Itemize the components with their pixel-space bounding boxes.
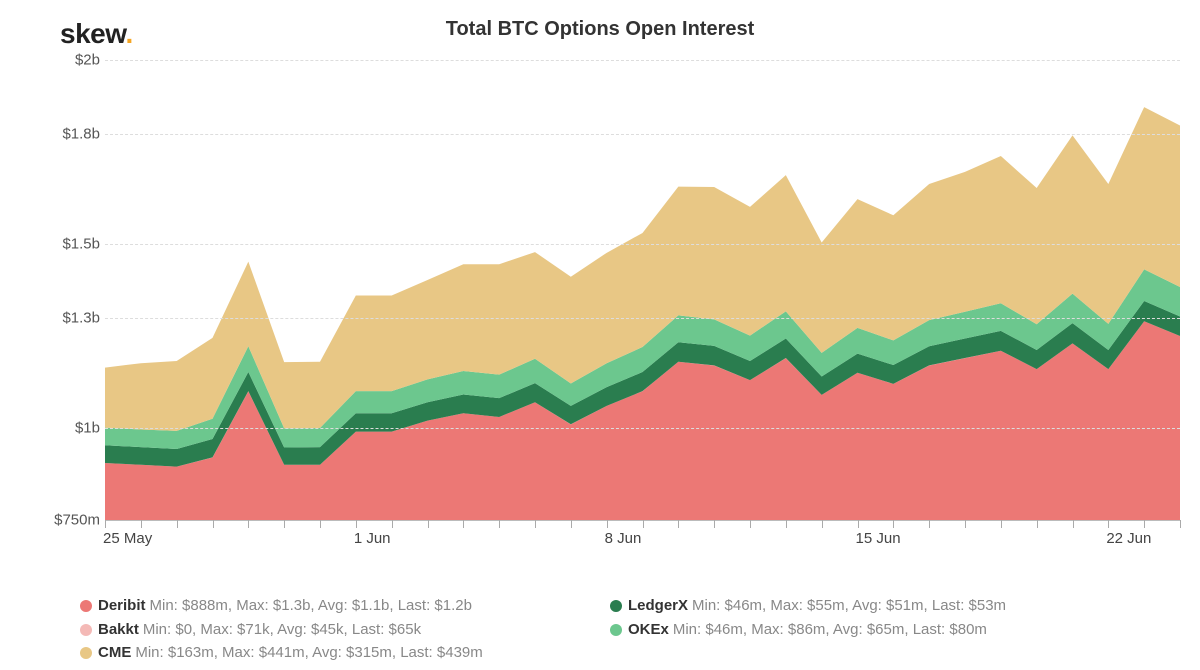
x-axis-label: 15 Jun (856, 530, 901, 547)
x-tick (428, 520, 429, 528)
x-tick (105, 520, 106, 528)
legend-name: Bakkt (98, 619, 139, 642)
x-tick (1001, 520, 1002, 528)
legend-swatch (610, 624, 622, 636)
x-tick (320, 520, 321, 528)
x-tick (141, 520, 142, 528)
x-tick (177, 520, 178, 528)
chart: 25 May 1 Jun 8 Jun 15 Jun 22 Jun $750m $1b $1.… (20, 50, 1180, 570)
x-tick (356, 520, 357, 528)
x-tick (678, 520, 679, 528)
x-axis-label: 22 Jun (1106, 530, 1151, 547)
legend-name: OKEx (628, 619, 669, 642)
legend-name: Deribit (98, 595, 146, 618)
legend-swatch (610, 600, 622, 612)
x-tick (213, 520, 214, 528)
x-tick (1108, 520, 1109, 528)
x-tick (786, 520, 787, 528)
grid-line (105, 134, 1180, 135)
legend-stats: Min: $46m, Max: $86m, Avg: $65m, Last: $… (673, 619, 987, 642)
legend-swatch (80, 624, 92, 636)
legend-column: DeribitMin: $888m, Max: $1.3b, Avg: $1.1… (80, 595, 610, 666)
legend-item: DeribitMin: $888m, Max: $1.3b, Avg: $1.1… (80, 595, 610, 618)
x-tick (750, 520, 751, 528)
grid-line (105, 244, 1180, 245)
y-axis-label: $1b (30, 420, 100, 437)
x-axis: 25 May 1 Jun 8 Jun 15 Jun 22 Jun (105, 520, 1180, 550)
legend-item: BakktMin: $0, Max: $71k, Avg: $45k, Last… (80, 619, 610, 642)
x-tick (822, 520, 823, 528)
legend-stats: Min: $0, Max: $71k, Avg: $45k, Last: $65… (143, 619, 421, 642)
x-tick (571, 520, 572, 528)
x-tick (893, 520, 894, 528)
grid-line (105, 318, 1180, 319)
legend-name: LedgerX (628, 595, 688, 618)
legend-stats: Min: $46m, Max: $55m, Avg: $51m, Last: $… (692, 595, 1006, 618)
x-tick (714, 520, 715, 528)
legend-stats: Min: $163m, Max: $441m, Avg: $315m, Last… (135, 642, 482, 665)
x-tick (1144, 520, 1145, 528)
grid-line (105, 428, 1180, 429)
x-tick (858, 520, 859, 528)
legend-swatch (80, 600, 92, 612)
x-axis-label: 25 May (103, 530, 152, 547)
legend-swatch (80, 647, 92, 659)
x-tick (463, 520, 464, 528)
y-axis-label: $1.5b (30, 236, 100, 253)
grid-line (105, 60, 1180, 61)
legend-stats: Min: $888m, Max: $1.3b, Avg: $1.1b, Last… (150, 595, 472, 618)
x-tick (499, 520, 500, 528)
y-axis-label: $750m (30, 512, 100, 529)
x-axis-label: 1 Jun (354, 530, 391, 547)
y-axis-label: $1.3b (30, 309, 100, 326)
x-axis-label: 8 Jun (605, 530, 642, 547)
x-tick (643, 520, 644, 528)
x-tick (248, 520, 249, 528)
x-tick (607, 520, 608, 528)
x-tick (929, 520, 930, 528)
legend-item: OKExMin: $46m, Max: $86m, Avg: $65m, Las… (610, 619, 1140, 642)
legend: DeribitMin: $888m, Max: $1.3b, Avg: $1.1… (80, 595, 1180, 666)
x-tick (535, 520, 536, 528)
legend-item: CMEMin: $163m, Max: $441m, Avg: $315m, L… (80, 642, 610, 665)
chart-title: Total BTC Options Open Interest (0, 18, 1200, 41)
legend-name: CME (98, 642, 131, 665)
x-tick (965, 520, 966, 528)
legend-column: LedgerXMin: $46m, Max: $55m, Avg: $51m, … (610, 595, 1140, 666)
y-axis-label: $2b (30, 52, 100, 69)
x-tick (284, 520, 285, 528)
legend-item: LedgerXMin: $46m, Max: $55m, Avg: $51m, … (610, 595, 1140, 618)
plot-area (105, 60, 1180, 520)
stacked-areas-svg (105, 60, 1180, 520)
y-axis-label: $1.8b (30, 125, 100, 142)
x-tick (1180, 520, 1181, 528)
x-tick (392, 520, 393, 528)
x-tick (1037, 520, 1038, 528)
x-tick (1073, 520, 1074, 528)
